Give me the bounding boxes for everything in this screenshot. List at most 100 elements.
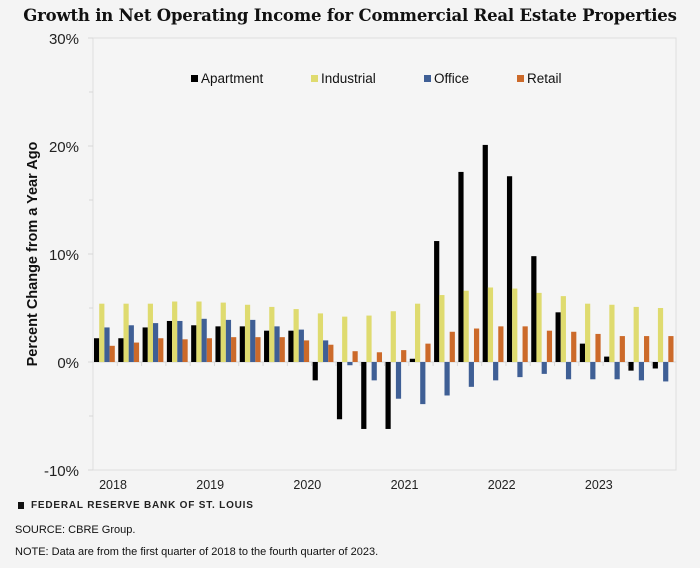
- bar-apartment-2018Q3: [142, 327, 148, 362]
- bar-retail-2018Q2: [133, 342, 140, 362]
- bar-retail-2020Q3: [352, 351, 358, 362]
- legend-swatch-retail: [517, 75, 524, 82]
- bar-retail-2018Q3: [158, 338, 164, 362]
- bar-office-2023Q1: [590, 362, 596, 380]
- bar-industrial-2018Q3: [147, 303, 153, 362]
- bar-retail-2021Q1: [401, 350, 407, 362]
- bar-retail-2022Q1: [498, 326, 504, 362]
- legend-swatch-apartment: [191, 75, 198, 82]
- bar-apartment-2021Q4: [458, 171, 464, 362]
- bar-office-2023Q2: [614, 362, 620, 380]
- bar-apartment-2018Q2: [118, 338, 124, 362]
- bar-office-2020Q3: [347, 362, 353, 366]
- legend-label-apartment: Apartment: [201, 71, 264, 86]
- x-tick-label: 2018: [99, 478, 127, 492]
- bar-retail-2022Q2: [522, 326, 528, 362]
- bar-industrial-2019Q1: [196, 301, 202, 362]
- data-note: NOTE: Data are from the first quarter of…: [15, 546, 379, 558]
- bar-office-2019Q1: [201, 318, 207, 362]
- plot-area: [92, 37, 677, 471]
- y-tick-label: 20%: [49, 139, 79, 156]
- bar-apartment-2018Q1: [94, 338, 100, 362]
- bar-industrial-2021Q4: [463, 290, 469, 362]
- bar-retail-2023Q2: [619, 336, 625, 362]
- legend-label-office: Office: [434, 71, 469, 86]
- legend-swatch-office: [424, 75, 431, 82]
- y-tick-label: -10%: [44, 463, 79, 480]
- bar-retail-2018Q4: [182, 339, 188, 362]
- x-tick-label: 2019: [196, 478, 224, 492]
- bar-apartment-2019Q3: [239, 326, 245, 362]
- bar-retail-2019Q3: [255, 337, 261, 362]
- y-tick-label: 10%: [49, 247, 79, 264]
- bar-office-2022Q1: [493, 362, 499, 381]
- bar-office-2022Q3: [541, 362, 547, 374]
- bar-retail-2020Q4: [376, 352, 383, 362]
- bar-apartment-2022Q2: [506, 176, 513, 362]
- bar-retail-2019Q2: [231, 337, 237, 362]
- y-tick-label: 30%: [49, 31, 79, 48]
- bar-apartment-2023Q1: [579, 343, 586, 362]
- bar-retail-2023Q1: [595, 333, 601, 362]
- bar-retail-2022Q4: [571, 331, 577, 362]
- y-tick-label: 0%: [57, 355, 79, 372]
- bar-retail-2019Q1: [206, 338, 212, 362]
- bar-industrial-2023Q3: [633, 306, 639, 362]
- bar-office-2021Q1: [395, 362, 402, 399]
- source-note: SOURCE: CBRE Group.: [15, 524, 136, 536]
- chart-title: Growth in Net Operating Income for Comme…: [23, 6, 677, 25]
- brand-square-icon: [18, 502, 24, 509]
- bar-apartment-2020Q2: [312, 362, 318, 381]
- brand-text: FEDERAL RESERVE BANK OF ST. LOUIS: [31, 500, 254, 511]
- bar-apartment-2019Q1: [191, 325, 197, 362]
- bar-industrial-2023Q2: [609, 304, 615, 362]
- x-tick-label: 2022: [488, 478, 516, 492]
- bar-office-2020Q2: [323, 340, 329, 362]
- y-axis-label: Percent Change from a Year Ago: [25, 141, 41, 366]
- bar-industrial-2018Q1: [99, 303, 105, 362]
- bar-retail-2021Q2: [425, 343, 431, 362]
- bar-apartment-2020Q4: [361, 362, 367, 429]
- bar-office-2020Q1: [298, 329, 304, 362]
- bar-office-2018Q2: [128, 325, 134, 362]
- bar-retail-2020Q2: [328, 344, 334, 362]
- bar-apartment-2020Q1: [288, 330, 294, 362]
- bar-office-2022Q4: [565, 362, 572, 380]
- bar-apartment-2022Q4: [555, 312, 561, 362]
- bar-apartment-2018Q4: [166, 320, 173, 362]
- bar-apartment-2021Q2: [409, 358, 415, 362]
- bar-office-2019Q4: [274, 326, 280, 362]
- bar-industrial-2022Q2: [512, 288, 518, 362]
- bar-office-2023Q4: [663, 362, 669, 382]
- bar-office-2019Q3: [250, 319, 256, 362]
- chart: -10% 0% 10% 20% 30% 2018 2019 2020 2021 2022 2023…: [25, 31, 677, 492]
- bar-industrial-2018Q2: [123, 303, 129, 362]
- legend-swatch-industrial: [311, 75, 318, 82]
- bar-office-2019Q2: [225, 319, 232, 362]
- bar-industrial-2022Q1: [487, 287, 494, 362]
- bar-industrial-2021Q2: [414, 303, 421, 362]
- bar-industrial-2020Q4: [366, 315, 372, 362]
- x-tick-label: 2020: [293, 478, 321, 492]
- bar-office-2021Q3: [444, 362, 450, 396]
- bar-office-2020Q4: [371, 362, 377, 381]
- bar-retail-2021Q4: [473, 328, 480, 362]
- bar-industrial-2019Q2: [220, 302, 226, 362]
- bar-apartment-2022Q3: [531, 256, 537, 362]
- bar-retail-2021Q3: [449, 331, 455, 362]
- bar-apartment-2020Q3: [336, 362, 343, 420]
- bar-office-2022Q2: [517, 362, 523, 378]
- bar-retail-2019Q4: [279, 337, 285, 362]
- bar-retail-2022Q3: [546, 330, 553, 362]
- x-tick-label: 2023: [585, 478, 613, 492]
- bar-industrial-2020Q3: [342, 316, 348, 362]
- x-tick-label: 2021: [391, 478, 419, 492]
- bar-industrial-2020Q2: [317, 313, 324, 362]
- bar-apartment-2022Q1: [482, 144, 488, 362]
- bar-industrial-2021Q3: [439, 295, 445, 362]
- bar-apartment-2019Q2: [215, 326, 221, 362]
- bar-office-2021Q4: [468, 362, 474, 387]
- legend-label-industrial: Industrial: [321, 71, 376, 86]
- bar-retail-2023Q3: [644, 336, 650, 362]
- bar-apartment-2023Q4: [652, 362, 658, 369]
